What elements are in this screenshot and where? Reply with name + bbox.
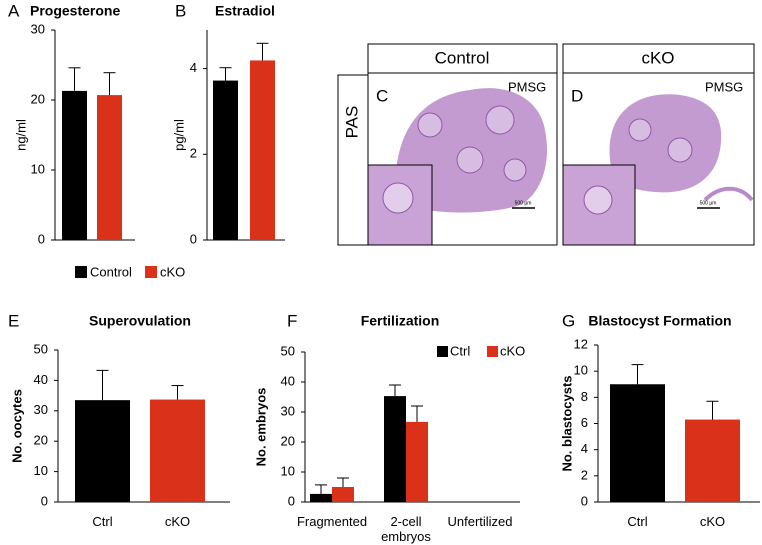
follicle <box>382 182 414 214</box>
scale-label: 500 µm <box>515 200 532 206</box>
header-box <box>367 43 558 74</box>
x-tick-label: Unfertilized <box>447 514 513 529</box>
y-tick-label: 4 <box>190 60 197 75</box>
bar <box>75 400 130 502</box>
panel-letter: E <box>8 311 19 330</box>
chart-title: Superovulation <box>89 313 191 329</box>
legend-swatch <box>75 266 87 278</box>
bar <box>97 95 122 240</box>
panel-letter: B <box>175 1 186 20</box>
y-tick-label: 40 <box>34 372 48 387</box>
condition-label: PMSG <box>705 79 743 94</box>
x-tick-label-text: Ctrl <box>627 514 648 529</box>
legend-label: Control <box>90 264 132 279</box>
x-tick-label: cKO <box>699 514 726 529</box>
panel-letter: G <box>562 311 575 330</box>
bar <box>150 399 205 502</box>
legend-label: cKO <box>160 264 185 279</box>
y-tick-label: 2 <box>581 467 588 482</box>
y-axis-label: No. blastocysts <box>559 375 574 471</box>
y-tick-label: 0 <box>190 231 197 246</box>
y-tick-label: 10 <box>574 363 588 378</box>
y-tick-label: 0 <box>581 493 588 508</box>
y-tick-label: 20 <box>34 433 48 448</box>
y-tick-label: 10 <box>31 161 45 176</box>
bar <box>332 487 354 502</box>
x-tick-label-text: cKO <box>164 514 191 529</box>
x-tick-label-text: cKO <box>699 514 726 529</box>
stain-label: PAS <box>342 106 361 139</box>
y-tick-label: 20 <box>281 433 295 448</box>
y-tick-label: 8 <box>581 389 588 404</box>
y-axis-label: No. embryos <box>253 388 268 467</box>
x-tick-label-text: Unfertilized <box>447 514 513 529</box>
legend-swatch <box>487 346 498 357</box>
follicle <box>485 105 515 135</box>
follicle <box>667 137 693 163</box>
follicle <box>503 158 527 182</box>
bar <box>406 421 428 502</box>
tissue <box>703 186 754 202</box>
header-label: cKO <box>641 48 674 67</box>
y-axis-label: pg/ml <box>171 119 186 151</box>
y-axis-label: No. oocytes <box>9 389 24 463</box>
x-tick-label: cKO <box>164 514 191 529</box>
bar <box>310 493 332 502</box>
y-tick-label: 0 <box>41 493 48 508</box>
y-tick-label: 12 <box>574 336 588 351</box>
bar <box>250 60 275 240</box>
bar <box>213 80 238 240</box>
panel-letter: A <box>8 1 20 20</box>
x-tick-label-text: Fragmented <box>296 514 368 529</box>
panel-letter: C <box>376 86 388 105</box>
y-tick-label: 40 <box>281 373 295 388</box>
y-tick-label: 10 <box>281 463 295 478</box>
condition-label: PMSG <box>508 79 546 94</box>
follicle <box>583 185 613 215</box>
y-axis-label: ng/ml <box>13 119 28 151</box>
x-tick-label: 2-cell embryos <box>381 514 431 544</box>
legend-swatch <box>437 346 448 357</box>
stain-box <box>337 74 369 246</box>
chart-title: Estradiol <box>215 3 275 19</box>
y-tick-label: 30 <box>31 21 45 36</box>
legend-swatch <box>145 266 157 278</box>
y-tick-label: 30 <box>281 403 295 418</box>
y-tick-label: 50 <box>281 343 295 358</box>
micrograph-block: Control cKO PAS 500 µm C PMSG 500 µm D P… <box>337 43 755 246</box>
y-tick-label: 20 <box>31 91 45 106</box>
x-tick-label: Fragmented <box>296 514 368 529</box>
legend-label: cKO <box>500 343 525 358</box>
panel-letter: F <box>287 311 297 330</box>
chart-title: Blastocyst Formation <box>588 313 731 329</box>
y-tick-label: 2 <box>190 146 197 161</box>
scale-label: 500 µm <box>700 200 717 206</box>
header-box <box>562 43 755 74</box>
header-label: Control <box>435 48 490 67</box>
y-tick-label: 0 <box>38 231 45 246</box>
x-tick-label: Ctrl <box>92 514 113 529</box>
y-tick-label: 10 <box>34 463 48 478</box>
follicle <box>456 146 484 174</box>
chart-title: Fertilization <box>361 313 440 329</box>
panel-letter: D <box>571 86 583 105</box>
x-tick-label-text: 2-cell embryos <box>381 514 431 544</box>
y-tick-label: 50 <box>34 341 48 356</box>
y-tick-label: 6 <box>581 415 588 430</box>
y-tick-label: 4 <box>581 441 588 456</box>
y-tick-label: 30 <box>34 402 48 417</box>
bar <box>384 396 406 502</box>
follicle <box>417 112 443 138</box>
bar <box>610 384 665 502</box>
bar <box>685 419 740 502</box>
tissue <box>609 94 722 193</box>
chart-title: Progesterone <box>30 3 120 19</box>
x-tick-label-text: Ctrl <box>92 514 113 529</box>
bar <box>62 90 87 241</box>
x-tick-label: Ctrl <box>627 514 648 529</box>
follicle <box>628 118 652 142</box>
legend-label: Ctrl <box>450 343 470 358</box>
y-tick-label: 0 <box>288 493 295 508</box>
